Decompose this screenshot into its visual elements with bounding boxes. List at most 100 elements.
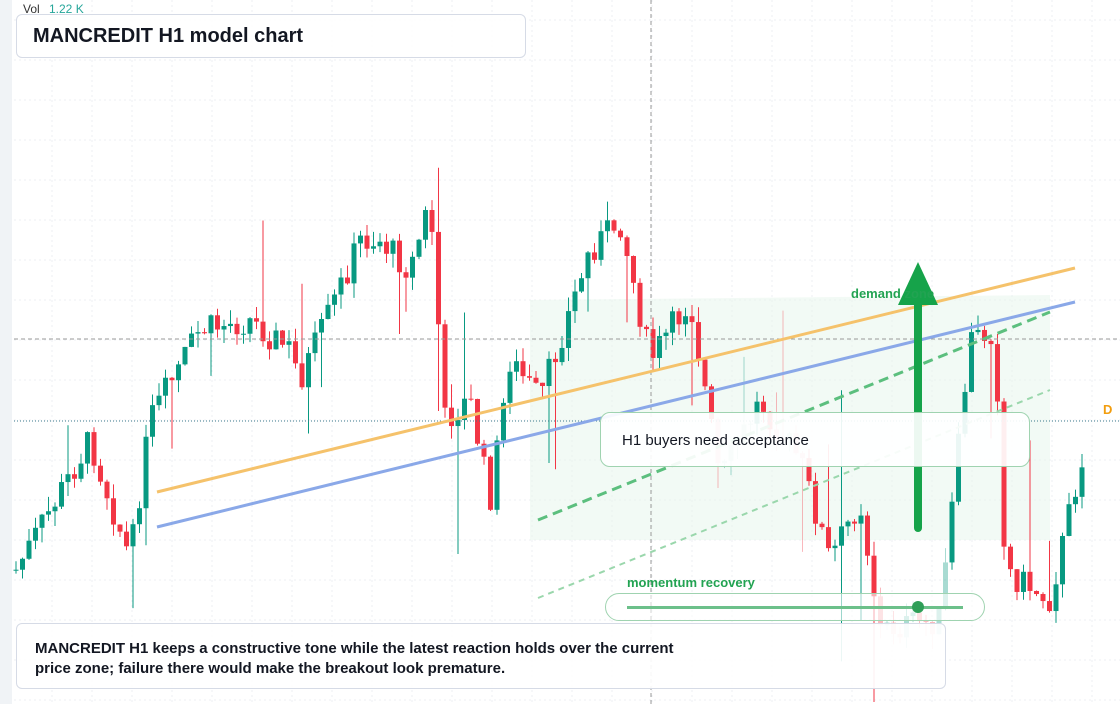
candle [494,435,500,515]
candle-body [572,291,578,312]
candle [442,319,448,418]
candle-body [598,231,604,260]
candle [195,321,201,348]
candle [488,455,493,512]
candle [234,317,240,345]
candle-body [20,558,25,570]
candle-body [592,252,597,260]
candle-body [52,506,58,512]
candle-body [234,323,240,335]
candle-body [689,316,695,323]
candle [254,306,259,330]
candle-body [839,526,844,546]
candle [52,502,58,527]
candle [1060,532,1065,598]
candle-body [514,361,519,372]
candle-body [585,252,591,279]
candle-body [449,407,454,427]
candle-body [579,278,584,292]
candle [598,220,604,266]
candle-body [507,371,513,403]
candle-body [241,333,246,335]
candle [618,228,623,241]
candle-body [702,359,708,387]
candle-body [923,621,929,623]
candle-body [475,398,480,444]
candle [390,238,396,268]
candle-body [312,332,318,354]
candle-body [299,363,305,388]
candle [949,492,955,570]
candle-body [806,458,812,482]
candle [455,408,461,554]
candle-body [546,358,552,387]
candle [228,310,233,333]
candle-body [826,527,831,549]
candle-body [65,474,71,483]
candle [1014,569,1020,601]
candle [449,384,454,439]
candle-body [351,243,357,284]
slider-dot [912,601,924,613]
candle-body [813,481,818,524]
candle-body [13,569,19,571]
candle-body [865,515,870,556]
candle-body [852,521,857,524]
candle [481,439,487,465]
candle [46,496,51,521]
candle-body [1034,590,1039,595]
candle-body [371,246,376,249]
candle [533,370,539,384]
momentum-slider [605,593,985,621]
candle-body [384,241,389,254]
candle-body [501,402,506,441]
candle [156,383,162,411]
candle-body [858,515,864,524]
candle-body [85,432,90,464]
candle [117,524,123,537]
candle [397,233,402,335]
arrow-head [898,262,938,305]
candle [845,519,851,536]
candle-body [540,382,545,387]
candle [631,255,636,294]
candle [468,384,474,402]
candle-body [1079,467,1085,497]
candle [319,312,324,388]
candle [377,233,383,253]
candle-body [182,346,188,365]
candle [325,293,331,320]
candle [33,517,38,550]
candle [208,314,214,376]
candle [813,472,818,536]
candle-body [1008,546,1013,570]
candle [312,321,318,362]
vol-value: 1.22 K [49,2,84,16]
candle-body [468,398,474,400]
candle-body [670,311,675,333]
candle [852,519,857,532]
candle-body [631,255,636,283]
candle-body [1060,535,1065,585]
candle [169,376,175,449]
momentum-label: momentum recovery [627,575,756,590]
candle-body [949,501,955,563]
candle-body [481,443,487,457]
candle-body [247,318,253,334]
candle [345,265,350,285]
candle [358,230,363,258]
candle [462,312,467,430]
candle-body [696,322,701,360]
candle-body [46,511,51,515]
candle-body [559,347,565,363]
callout: H1 buyers need acceptance [600,412,1030,467]
candle-body [676,311,682,325]
candle-body [260,321,266,342]
candle-body [39,514,45,528]
candle [98,458,103,486]
candle-body [943,562,948,609]
candle-body [988,340,994,345]
candle-body [442,324,448,408]
candle-body [650,329,656,358]
candle-body [975,329,981,333]
